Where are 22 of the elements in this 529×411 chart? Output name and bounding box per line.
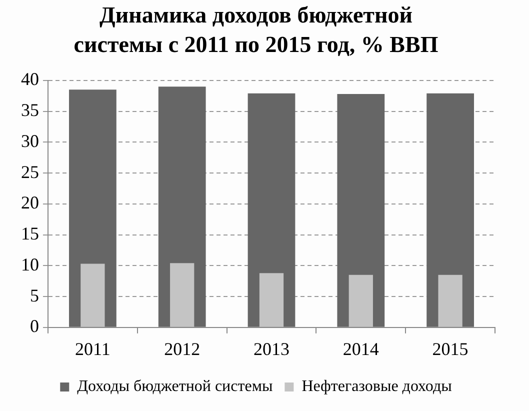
y-tick-label: 30	[21, 130, 39, 151]
bar	[170, 263, 194, 327]
legend-label: Нефтегазовые доходы	[302, 378, 452, 396]
bar	[80, 264, 105, 327]
legend-label: Доходы бюджетной системы	[77, 378, 273, 396]
y-tick-label: 5	[30, 285, 39, 306]
y-tick-label: 10	[21, 254, 39, 274]
x-tick-label: 2011	[75, 338, 110, 359]
x-tick-label: 2014	[342, 338, 379, 359]
bar	[259, 273, 284, 327]
y-tick-label: 40	[21, 69, 39, 90]
y-tick-label: 35	[21, 100, 39, 120]
y-tick-label: 15	[21, 224, 39, 244]
x-tick-label: 2015	[432, 338, 468, 359]
x-tick-label: 2012	[164, 338, 200, 359]
y-tick-label: 0	[30, 316, 39, 336]
chart-title: Динамика доходов бюджетной системы с 2011 по 2015 год, % ВВП	[74, 2, 438, 57]
y-tick-label: 20	[21, 192, 39, 213]
bar	[438, 274, 462, 327]
x-tick-label: 2013	[254, 338, 290, 359]
y-tick-label: 25	[21, 162, 39, 182]
bar	[348, 274, 373, 327]
